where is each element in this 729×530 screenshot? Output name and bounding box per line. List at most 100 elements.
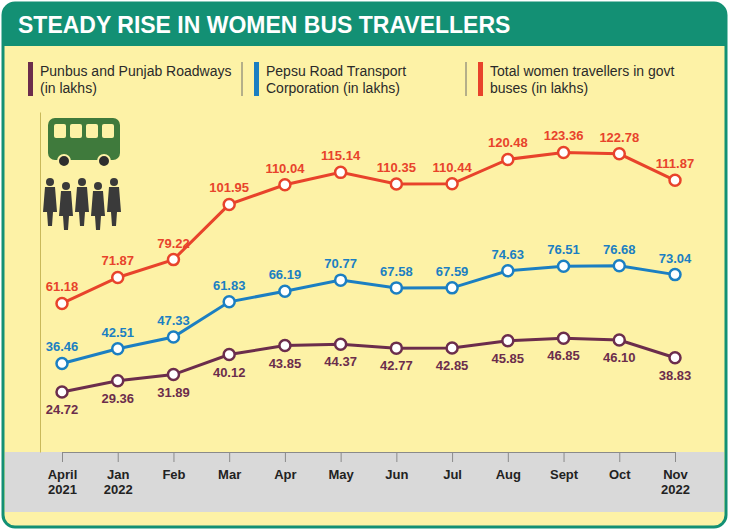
y-axis [40, 113, 41, 453]
data-label: 36.46 [46, 339, 79, 354]
data-label: 110.44 [433, 160, 473, 175]
point [614, 260, 625, 271]
point [670, 175, 681, 186]
x-tick: Apr [274, 452, 296, 482]
data-label: 24.72 [46, 402, 79, 417]
x-tick-label: Sept [550, 467, 579, 482]
data-label: 67.59 [436, 264, 469, 279]
point [112, 343, 123, 354]
x-tick: May [328, 452, 354, 482]
x-tick-label: Aug [496, 467, 521, 482]
plot-area [57, 147, 681, 398]
x-tick-label: April2021 [48, 467, 78, 497]
point [558, 147, 569, 158]
bus-icon [43, 118, 121, 230]
person-body [59, 191, 73, 230]
data-label: 67.58 [380, 264, 413, 279]
data-label: 111.87 [656, 156, 694, 171]
chart: STEADY RISE IN WOMEN BUS TRAVELLERS Punbu… [0, 0, 729, 530]
point [614, 335, 625, 346]
data-label: 73.04 [659, 251, 692, 266]
data-label: 66.19 [269, 267, 302, 282]
x-tick: Aug [496, 452, 521, 482]
data-label: 76.51 [547, 242, 580, 257]
point [391, 179, 402, 190]
series-line [62, 338, 675, 392]
series-line [62, 266, 675, 364]
legend-swatch [478, 62, 483, 96]
legend-item: Pepsu Road TransportCorporation (in lakh… [254, 62, 406, 96]
x-tick-mark [508, 452, 509, 462]
point [57, 386, 68, 397]
point [335, 339, 346, 350]
x-tick-mark [285, 452, 286, 462]
data-label: 61.18 [46, 279, 79, 294]
x-tick-mark [452, 452, 453, 462]
legend: Punbus and Punjab Roadways(in lakhs) Peps… [28, 62, 675, 96]
point [112, 272, 123, 283]
data-label: 110.35 [377, 160, 416, 175]
x-tick: Jun [385, 452, 408, 482]
data-label: 71.87 [101, 253, 134, 268]
x-tick: Oct [609, 452, 631, 482]
title: STEADY RISE IN WOMEN BUS TRAVELLERS [18, 12, 510, 38]
person-head [46, 178, 54, 186]
x-tick: Feb [162, 452, 185, 482]
point [224, 199, 235, 210]
person-body [107, 187, 121, 226]
person-body [43, 187, 57, 226]
y-axis-line [40, 113, 41, 453]
point [614, 148, 625, 159]
data-label: 42.77 [380, 358, 413, 373]
point [112, 375, 123, 386]
x-tick-mark [564, 452, 565, 462]
x-tick-label: Feb [162, 467, 185, 482]
person-body [91, 191, 105, 230]
legend-item: Total women travellers in govtbuses (in … [478, 62, 675, 96]
x-tick-label: Mar [218, 467, 241, 482]
bus-window [102, 124, 114, 138]
point [670, 352, 681, 363]
bus-window [70, 124, 82, 138]
x-tick-mark [173, 452, 174, 462]
person-head [94, 182, 102, 190]
x-tick: April2021 [48, 452, 78, 497]
point [558, 261, 569, 272]
point [447, 178, 458, 189]
legend-label: Total women travellers in govtbuses (in … [490, 63, 675, 96]
x-axis: April2021Jan2022FebMarAprMayJunJulAugSep… [48, 452, 690, 497]
person-body [75, 187, 89, 226]
point [335, 167, 346, 178]
data-label: 101.95 [209, 180, 249, 195]
data-label: 44.37 [324, 354, 357, 369]
x-tick: Sept [550, 452, 579, 482]
point [391, 282, 402, 293]
legend-label: Pepsu Road TransportCorporation (in lakh… [266, 63, 406, 96]
x-tick: Jul [443, 452, 462, 482]
data-label: 74.63 [492, 247, 525, 262]
bus-wheel [98, 155, 110, 167]
point [279, 179, 290, 190]
x-tick-label: Jun [385, 467, 408, 482]
point [447, 282, 458, 293]
legend-separator [466, 62, 467, 96]
data-label: 40.12 [213, 365, 246, 380]
data-label: 123.36 [544, 128, 584, 143]
legend-item: Punbus and Punjab Roadways(in lakhs) [28, 62, 231, 96]
bus-window [54, 124, 66, 138]
data-label: 45.85 [492, 351, 525, 366]
x-tick-label: Apr [274, 467, 296, 482]
legend-swatch [254, 62, 259, 96]
point [279, 286, 290, 297]
data-label: 42.51 [101, 325, 134, 340]
point [57, 358, 68, 369]
data-label: 46.85 [547, 348, 580, 363]
legend-label: Punbus and Punjab Roadways(in lakhs) [40, 63, 231, 96]
person-head [78, 178, 86, 186]
point [224, 296, 235, 307]
point [502, 335, 513, 346]
point [670, 269, 681, 280]
bus-body [48, 118, 120, 160]
point [224, 349, 235, 360]
point [447, 342, 458, 353]
